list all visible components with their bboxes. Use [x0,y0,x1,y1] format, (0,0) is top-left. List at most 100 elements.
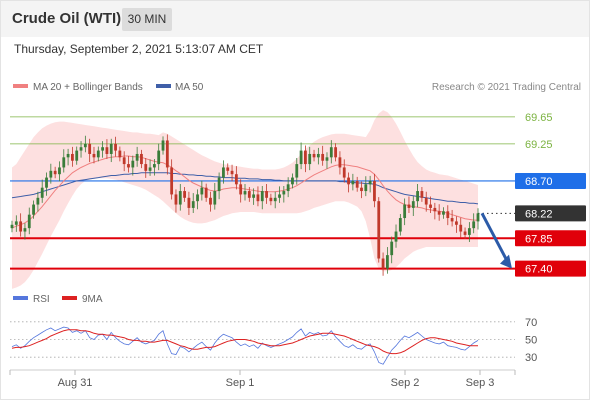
price-level-label: 69.25 [525,139,553,151]
ma50-line [11,172,479,205]
candle-body [467,228,471,235]
candle-body [342,167,346,178]
candle-body [381,258,385,269]
candle-body [92,153,96,158]
candle-body [79,147,83,151]
candle-body [45,177,48,188]
ma20-legend-swatch [13,84,28,88]
x-axis: Aug 31 Sep 1 Sep 2 Sep 3 [9,370,516,389]
candle-body [450,218,454,222]
candle-body [144,164,148,171]
candle-body [109,143,113,154]
candle-body [455,221,458,225]
candle-body [140,153,143,165]
candle-body [152,164,156,168]
candle-body [230,170,234,175]
candle-body [66,153,70,158]
candle-body [304,150,307,165]
price-level-tag [515,205,586,222]
candle-body [88,143,92,154]
candle-body [234,174,238,185]
candle-body [122,157,126,165]
forecast-arrow-head [500,254,512,269]
candle-body [19,221,23,232]
candle-body [377,201,381,259]
ma9-legend-label: 9MA [82,294,103,305]
candle-body [58,167,61,175]
candle-body [360,187,363,192]
candle-body [256,194,260,202]
candle-body [385,255,389,269]
candle-body [75,150,79,161]
candle-body [10,224,14,229]
price-level-label: 67.40 [525,264,553,276]
candle-body [183,191,186,198]
candle-body [260,191,264,202]
price-level-tag [515,230,586,247]
candle-body [96,150,100,158]
candle-body [118,150,122,158]
candle-body [114,143,117,151]
candle-body [368,180,372,185]
candle-body [178,191,182,205]
x-axis-label: Sep 3 [466,377,495,389]
candle-body [170,167,174,195]
candle-body [157,150,161,165]
candle-body [364,184,368,192]
candle-body [127,164,130,168]
instrument-title: Crude Oil (WTI) [12,10,122,27]
price-level-tag [515,260,586,277]
candle-body [347,177,350,185]
candle-body [295,164,299,178]
candle-body [83,143,87,148]
candle-body [135,153,139,161]
candle-body [213,191,217,205]
candle-body [472,221,476,229]
candle-body [278,194,281,198]
timestamp: Thursday, September 2, 2021 5:13:07 AM C… [14,42,264,56]
candle-body [49,170,53,178]
candle-body [286,184,290,192]
candle-body [308,153,312,165]
timeframe-badge[interactable]: 30 MIN [122,8,172,31]
candle-body [36,197,40,205]
candle-body [71,153,74,161]
price-level-tag [515,172,586,189]
rsi-legend-swatch [13,296,28,300]
candle-body [325,157,329,161]
candle-body [269,197,273,202]
price-panel: 69.65 69.25 68.70 68.22 67.85 67.40 [10,110,586,289]
candle-body [14,221,18,225]
rsi-ma-line [11,329,478,355]
candle-body [40,187,44,198]
candle-body [273,197,277,202]
candle-body [329,147,333,158]
candle-body [351,180,355,185]
candle-body [200,187,204,195]
candle-body [204,187,208,198]
candle-body [282,191,286,195]
candle-body [299,150,303,165]
candle-body [433,207,437,212]
candle-body [239,184,243,195]
candle-body [53,170,57,175]
candle-body [429,204,432,208]
candle-body [321,153,325,161]
x-axis-label: Sep 1 [226,377,255,389]
header-bar: Crude Oil (WTI) 30 MIN [1,1,589,37]
forecast-arrow-shaft [480,212,510,264]
price-level-label: 69.65 [525,112,553,124]
candle-body [394,231,398,242]
candle-body [101,147,105,151]
candle-body [165,140,169,168]
price-level-label: 68.22 [525,208,553,220]
candle-body [312,153,316,158]
ma50-legend-swatch [156,84,171,88]
candle-body [174,194,178,205]
candle-body [191,201,195,208]
candle-body [131,160,135,168]
candle-body [217,177,221,192]
candle-body [222,167,225,178]
candle-body [334,147,338,158]
